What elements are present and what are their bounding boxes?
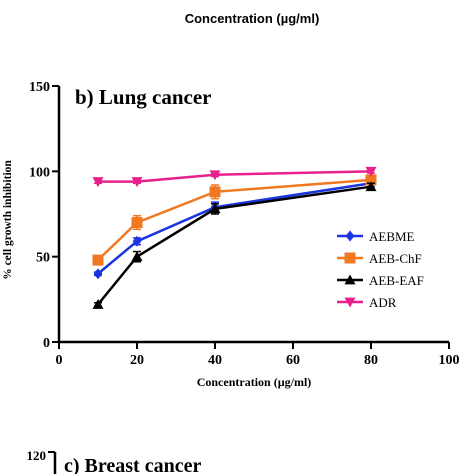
series-line	[97, 185, 372, 306]
data-point	[209, 186, 221, 198]
y-tick-label: 0	[43, 336, 50, 351]
legend-label: AEB-ChF	[369, 251, 422, 266]
bottom-panel-fragment: 120 c) Breast cancer	[27, 448, 201, 474]
legend-swatch-marker	[344, 274, 356, 285]
x-tick-label: 20	[130, 353, 144, 368]
bottom-panel-y-tick: 120	[27, 448, 47, 463]
x-tick-label: 80	[364, 353, 378, 368]
x-axis-ticks: 0 20 40 60 80 100	[56, 342, 460, 368]
top-panel-fragment: Concentration (µg/ml)	[185, 11, 320, 26]
data-point	[209, 170, 221, 181]
series-aeb-eaf	[92, 181, 377, 309]
y-tick-label: 150	[29, 80, 50, 95]
legend-swatch-marker	[344, 297, 356, 308]
legend-item-aeb-chf: AEB-ChF	[337, 251, 422, 266]
y-tick-label: 100	[29, 165, 50, 180]
y-axis-label: % cell growth inhibition	[2, 160, 14, 280]
legend-item-aebme: AEBME	[337, 229, 415, 244]
data-point	[132, 235, 142, 247]
legend: AEBME AEB-ChF AEB-EAF ADR	[337, 229, 424, 310]
data-point	[92, 298, 104, 309]
data-point	[131, 217, 143, 229]
series-adr	[92, 166, 377, 188]
lung-cancer-chart: b) Lung cancer 0 50 100 150 0 20 40 60 80 100 % …	[2, 80, 460, 389]
data-point	[131, 251, 143, 262]
chart-title: b) Lung cancer	[75, 85, 212, 109]
series-line	[98, 170, 372, 183]
legend-label: AEBME	[369, 229, 415, 244]
y-axis-ticks: 0 50 100 150	[29, 80, 59, 351]
series-aeb-chf	[92, 174, 377, 266]
data-point	[365, 181, 377, 192]
data-point	[365, 166, 377, 177]
top-panel-x-axis-label: Concentration (µg/ml)	[185, 11, 320, 26]
legend-swatch-marker	[345, 230, 355, 242]
data-point	[93, 268, 103, 280]
data-point	[131, 177, 143, 188]
x-tick-label: 40	[208, 353, 222, 368]
x-tick-label: 60	[286, 353, 300, 368]
data-point	[209, 203, 221, 214]
legend-label: AEB-EAF	[369, 273, 424, 288]
legend-item-adr: ADR	[337, 295, 397, 310]
x-axis-label: Concentration (µg/ml)	[197, 375, 312, 389]
legend-label: ADR	[369, 295, 397, 310]
series-line	[97, 178, 372, 261]
data-point	[92, 177, 104, 188]
legend-swatch-marker	[344, 252, 356, 264]
x-tick-label: 0	[56, 353, 63, 368]
series-line	[97, 182, 372, 275]
x-tick-label: 100	[439, 353, 460, 368]
legend-item-aeb-eaf: AEB-EAF	[337, 273, 424, 288]
series-layer	[92, 166, 377, 309]
bottom-panel-title: c) Breast cancer	[64, 455, 201, 474]
data-point	[365, 174, 377, 186]
data-point	[92, 254, 104, 266]
y-tick-label: 50	[36, 251, 50, 266]
